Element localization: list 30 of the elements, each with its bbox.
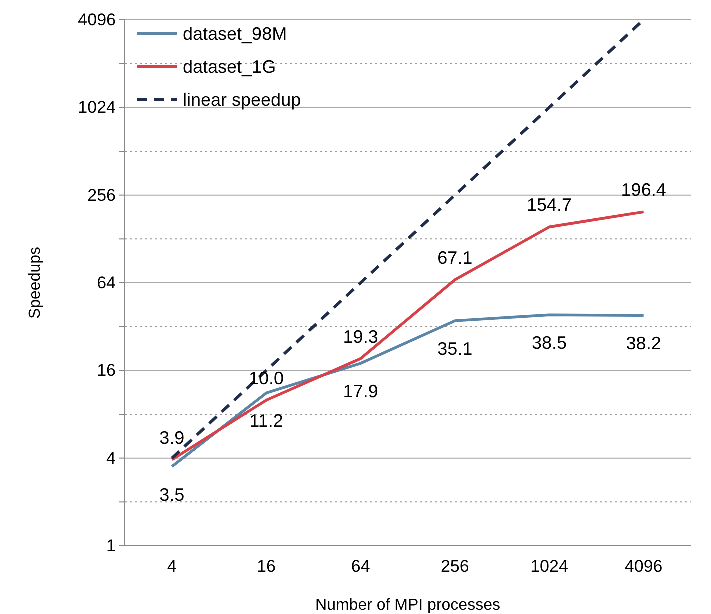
data-label: 11.2 — [250, 411, 284, 432]
data-label: 10.0 — [248, 368, 284, 388]
data-label: 17.9 — [343, 382, 378, 402]
data-label: 196.4 — [621, 180, 666, 200]
x-tick-label: 1024 — [530, 557, 568, 576]
data-label: 35.1 — [438, 338, 473, 359]
data-label: 38.5 — [532, 333, 568, 354]
x-tick-label: 64 — [351, 557, 370, 576]
x-tick-label: 4096 — [624, 557, 663, 576]
x-tick-label: 16 — [257, 557, 276, 576]
y-tick-label: 64 — [97, 273, 116, 292]
y-tick-label: 4 — [106, 448, 116, 468]
data-label: 3.5 — [160, 484, 185, 505]
y-tick-label: 256 — [88, 186, 116, 205]
y-tick-label: 1024 — [78, 98, 116, 118]
y-axis-title: Speedups — [27, 246, 44, 320]
data-label: 3.9 — [160, 428, 185, 448]
x-tick-label: 256 — [440, 557, 470, 576]
legend-label: dataset_98M — [183, 24, 288, 44]
legend-label: dataset_1G — [183, 57, 276, 77]
y-tick-label: 4096 — [78, 10, 116, 30]
x-axis-title: Number of MPI processes — [316, 597, 500, 614]
y-tick-label: 1 — [106, 536, 116, 556]
y-tick-label: 16 — [97, 361, 116, 380]
data-label: 19.3 — [343, 326, 378, 347]
data-label: 67.1 — [438, 248, 473, 268]
data-label: 38.2 — [626, 334, 662, 354]
x-tick-label: 4 — [167, 557, 177, 576]
legend-label: linear speedup — [183, 90, 302, 110]
data-label: 154.7 — [526, 195, 572, 216]
